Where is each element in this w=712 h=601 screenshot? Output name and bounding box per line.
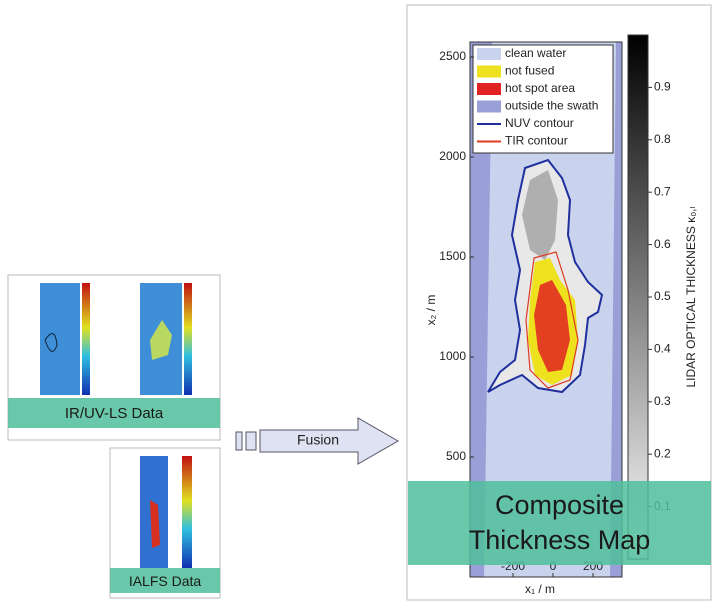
legend-label: not fused [505, 64, 554, 78]
legend-label: clean water [505, 46, 566, 60]
legend-label: TIR contour [505, 134, 568, 148]
legend-label: NUV contour [505, 116, 574, 130]
legend-swatch [477, 66, 501, 78]
colorbar-tick-label: 0.7 [654, 184, 671, 198]
legend-label: outside the swath [505, 99, 598, 113]
thumbnail-colorbar [184, 283, 192, 395]
x-axis-label: x₁ / m [525, 582, 555, 596]
y-tick-label: 2000 [439, 149, 466, 163]
colorbar-tick-label: 0.6 [654, 237, 671, 251]
arrow-label: Fusion [297, 432, 339, 448]
colorbar-tick-label: 0.8 [654, 132, 671, 146]
colorbar-label: LIDAR OPTICAL THICKNESS κ₀,ₗ [684, 206, 698, 387]
colorbar-tick-label: 0.3 [654, 394, 671, 408]
legend-label: hot spot area [505, 81, 575, 95]
legend-swatch [477, 101, 501, 113]
thumbnail-colorbar [182, 456, 192, 568]
colorbar-tick-label: 0.5 [654, 289, 671, 303]
page: Fusion x₁ / m x₂ / m LIDAR OPTICAL THICK… [0, 0, 712, 601]
map-banner: Composite Thickness Map [408, 481, 711, 565]
colorbar-tick-label: 0.2 [654, 446, 671, 460]
y-tick-label: 1500 [439, 249, 466, 263]
y-tick-label: 500 [446, 449, 466, 463]
y-axis-label: x₂ / m [424, 295, 438, 326]
colorbar-tick-label: 0.4 [654, 342, 671, 356]
colorbar-tick-label: 0.9 [654, 80, 671, 94]
y-tick-label: 1000 [439, 349, 466, 363]
legend-swatch [477, 83, 501, 95]
y-tick-label: 2500 [439, 49, 466, 63]
legend-swatch [477, 48, 501, 60]
panel-banner: IR/UV-LS Data [8, 398, 220, 428]
arrow-tail [246, 432, 256, 450]
thumbnail-colorbar [82, 283, 90, 395]
arrow-tail [236, 432, 242, 450]
panel-banner: IALFS Data [110, 568, 220, 593]
